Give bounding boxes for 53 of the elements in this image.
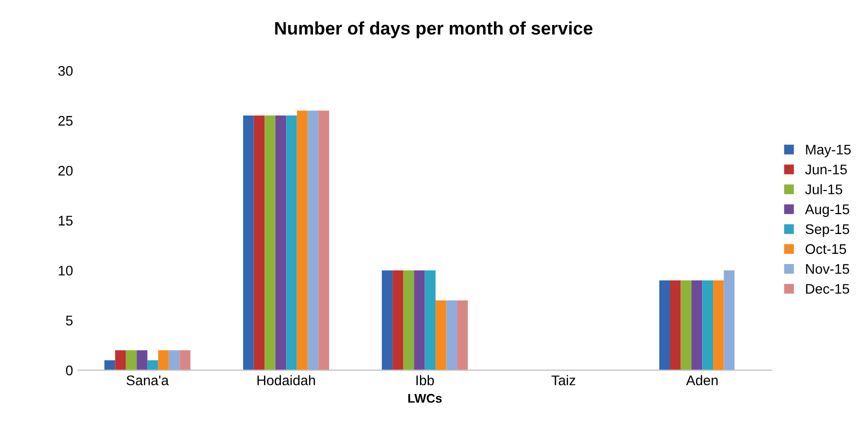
bar (414, 270, 425, 370)
bar (136, 350, 148, 370)
legend-label: Jul-15 (805, 184, 842, 194)
chart-title: Number of days per month of service (275, 21, 592, 38)
bar (446, 300, 458, 370)
bar (659, 280, 670, 370)
bar (104, 360, 116, 370)
y-tick-label: 20 (58, 166, 73, 176)
bar (392, 270, 404, 370)
bar (436, 300, 446, 370)
legend-label: Sep-15 (806, 224, 850, 237)
bar (713, 280, 724, 370)
bar (382, 270, 393, 370)
legend-label: Dec-15 (806, 284, 850, 294)
bar (286, 116, 297, 370)
bar (158, 350, 169, 370)
y-tick-label: 25 (58, 116, 73, 126)
bar (457, 300, 468, 370)
legend-label: Nov-15 (806, 264, 850, 274)
bar (702, 280, 714, 370)
bar (264, 116, 276, 370)
bar (126, 350, 137, 370)
bar (275, 116, 286, 370)
bar (424, 270, 436, 370)
x-tick-label: Hodaidah (258, 375, 315, 386)
bar (318, 110, 330, 370)
bar (147, 360, 158, 370)
bar (296, 110, 308, 370)
legend-label: May-15 (806, 144, 851, 158)
legend-label: Aug-15 (804, 204, 850, 217)
x-axis-title: LWCs (408, 394, 442, 403)
y-tick-label: 5 (66, 316, 73, 326)
y-tick-label: 30 (58, 66, 73, 76)
bar (243, 116, 254, 370)
bar (670, 280, 681, 370)
bar (680, 280, 692, 370)
bar (180, 350, 190, 370)
bar (254, 116, 265, 370)
bar (168, 350, 180, 370)
bar (115, 350, 126, 370)
y-tick-label: 15 (58, 216, 73, 226)
bar (403, 270, 414, 370)
legend-label: Jun-15 (805, 164, 847, 174)
bar (308, 110, 318, 370)
x-tick-label: Taiz (552, 375, 576, 386)
x-tick-label: Sana'a (126, 375, 169, 386)
legend-label: Oct-15 (806, 244, 846, 254)
bar (724, 270, 735, 370)
bar (692, 280, 702, 370)
x-tick-label: Aden (686, 375, 718, 386)
y-tick-label: 10 (58, 266, 73, 276)
y-tick-label: 0 (66, 366, 73, 376)
x-tick-label: Ibb (416, 375, 434, 386)
